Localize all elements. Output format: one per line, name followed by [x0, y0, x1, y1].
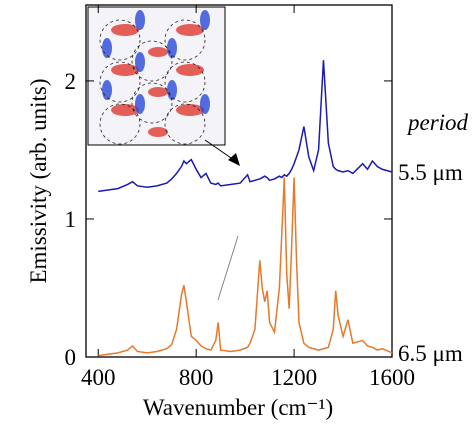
inset-image	[87, 6, 226, 146]
x-tick-label: 1600	[369, 365, 415, 390]
legend-title: period	[406, 110, 469, 135]
y-axis-label: Emissivity (arb. units)	[26, 78, 51, 283]
y-tick-label: 2	[65, 69, 77, 94]
series-label: 6.5 μm	[398, 341, 463, 366]
x-tick-label: 800	[179, 365, 214, 390]
y-tick-label: 0	[65, 345, 77, 370]
x-axis-label: Wavenumber (cm⁻¹)	[143, 395, 333, 420]
arrow-head	[228, 153, 240, 166]
pointer-line	[217, 235, 239, 301]
x-tick-label: 400	[81, 365, 116, 390]
x-tick-label: 1200	[271, 365, 317, 390]
inset-arrow	[204, 139, 235, 161]
plot-frame	[85, 4, 393, 358]
series-label: 5.5 μm	[398, 160, 463, 185]
y-tick-label: 1	[65, 207, 77, 232]
series-line	[98, 177, 393, 357]
series-line	[98, 60, 393, 193]
